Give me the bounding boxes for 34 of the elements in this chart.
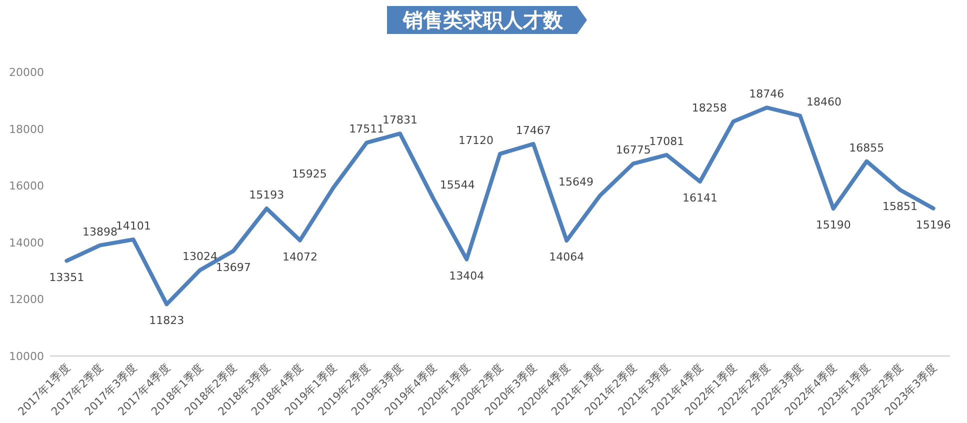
data-label: 15544 [440, 178, 475, 192]
data-label: 13404 [449, 269, 484, 282]
data-label: 18746 [749, 88, 784, 101]
data-label: 16855 [849, 141, 884, 154]
data-label: 15851 [882, 200, 918, 213]
data-label: 17467 [516, 124, 551, 137]
data-label: 17831 [382, 114, 418, 127]
data-label: 18460 [806, 96, 842, 109]
data-label: 15190 [816, 218, 851, 232]
data-label: 15193 [249, 188, 284, 202]
data-label: 11823 [149, 314, 184, 328]
data-label: 16141 [682, 192, 718, 205]
data-label: 13024 [182, 250, 218, 264]
y-tick-label: 16000 [9, 180, 44, 193]
data-label: 18258 [692, 101, 727, 114]
data-label: 15649 [558, 176, 594, 189]
data-label: 17081 [649, 134, 684, 148]
data-label: 13898 [82, 225, 118, 238]
data-label: 17120 [458, 134, 494, 147]
data-label: 15925 [292, 168, 327, 181]
y-tick-label: 20000 [9, 66, 44, 79]
data-label: 16775 [616, 144, 651, 157]
data-label: 17511 [349, 122, 384, 136]
chart-title: 销售类求职人才数 [402, 8, 564, 32]
y-tick-label: 14000 [9, 236, 44, 250]
data-label: 13351 [49, 270, 84, 284]
data-label: 14064 [549, 250, 584, 264]
data-label: 14072 [282, 250, 318, 264]
data-label: 13697 [216, 261, 251, 274]
y-tick-label: 18000 [9, 122, 44, 136]
data-label: 15196 [916, 218, 951, 232]
data-label: 14101 [116, 220, 151, 233]
y-tick-label: 12000 [9, 293, 44, 306]
y-tick-label: 10000 [9, 350, 44, 363]
